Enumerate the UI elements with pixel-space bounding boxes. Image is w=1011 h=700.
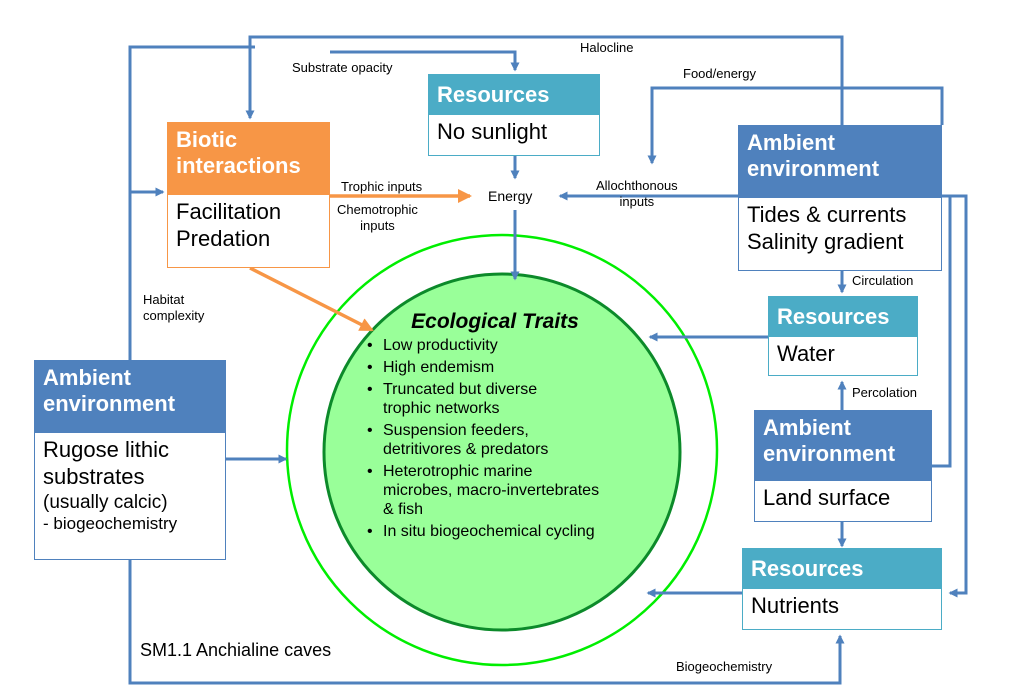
box-ambient-substrates: Ambient environment Rugose lithic substr… [34,360,226,560]
arrow-left-loop-top [128,45,255,360]
label-line: inputs [619,193,655,209]
box-line: Water [777,341,835,366]
trait-item: Truncated but diverse trophic networks [367,380,563,418]
box-line: - biogeochemistry [43,513,178,533]
trait-item: High endemism [367,358,645,377]
arrow-right-loop-ambient [942,194,968,598]
label-line: complexity [143,307,205,323]
box-body: Tides & currents Salinity gradient [739,198,941,260]
trait-item: Low productivity [367,336,645,355]
label-line: inputs [360,217,395,233]
header-line: interactions [176,152,301,178]
label-trophic-inputs: Trophic inputs [341,179,423,194]
box-ambient-land: Ambient environment Land surface [754,410,932,522]
label-halocline: Halocline [580,40,634,55]
header-line: Ambient [43,365,131,390]
label-habitat-complexity: Habitat complexity [143,292,204,323]
label-allochthonous-inputs: Allochthonous inputs [596,178,678,209]
label-line: Chemotrophic [337,202,418,217]
trait-item: Suspension feeders, detritivores & preda… [367,421,608,459]
label-line: Habitat [143,292,185,307]
label-substrate-opacity: Substrate opacity [292,60,393,75]
label-biogeochemistry: Biogeochemistry [676,659,773,674]
box-resources-sunlight: Resources No sunlight [428,74,600,156]
label-line: Allochthonous [596,178,678,193]
box-line: Land surface [763,485,891,510]
arrow-biotic-traits [249,266,374,332]
label-food-energy: Food/energy [683,66,756,81]
box-body: Rugose lithic substrates (usually calcic… [35,433,225,539]
box-header: Ambient environment [35,361,225,433]
box-line: substrates [43,463,145,489]
box-header: Ambient environment [755,411,931,481]
header-line: Ambient [747,130,835,155]
box-header: Resources [769,297,917,337]
box-header: Biotic interactions [168,123,329,195]
header-line: environment [747,155,880,181]
box-biotic-interactions: Biotic interactions Facilitation Predati… [167,122,330,268]
box-body: Facilitation Predation [168,195,329,257]
header-line: environment [43,390,176,416]
label-chemotrophic-inputs: Chemotrophic inputs [337,202,418,233]
energy-label: Energy [488,188,533,204]
diagram-title: SM1.1 Anchialine caves [140,640,332,660]
box-line: Tides & currents [747,202,907,227]
arrow-biogeochemistry [128,560,845,685]
box-line: Salinity gradient [747,228,904,254]
arrow-food-energy [647,86,944,165]
box-header: Ambient environment [739,126,941,198]
box-line: Nutrients [751,593,840,618]
traits-list: Low productivity High endemism Truncated… [345,336,645,541]
arrow-right-loop-land [932,196,952,468]
trait-item: Heterotrophic marine microbes, macro-inv… [367,462,603,519]
label-circulation: Circulation [852,273,914,288]
box-line: No sunlight [437,119,548,144]
header-line: Biotic [176,127,238,152]
box-resources-nutrients: Resources Nutrients [742,548,942,630]
arrow-halocline-sunlight [330,50,520,72]
box-header: Resources [743,549,941,589]
box-line: (usually calcic) [43,491,168,513]
box-resources-water: Resources Water [768,296,918,376]
label-percolation: Percolation [852,385,918,400]
box-line: Rugose lithic [43,437,169,462]
traits-title: Ecological Traits [411,310,579,333]
box-header: Resources [429,75,599,115]
header-line: Ambient [763,415,851,440]
ecological-traits: Ecological Traits Low productivity High … [345,310,645,544]
trait-item: In situ biogeochemical cycling [367,522,643,541]
box-line: Predation [176,225,271,251]
traits-outer-ring [285,233,719,667]
header-line: environment [763,440,896,466]
arrow-halocline-biotic [245,35,844,125]
box-line: Facilitation [176,199,282,224]
box-ambient-tides: Ambient environment Tides & currents Sal… [738,125,942,271]
